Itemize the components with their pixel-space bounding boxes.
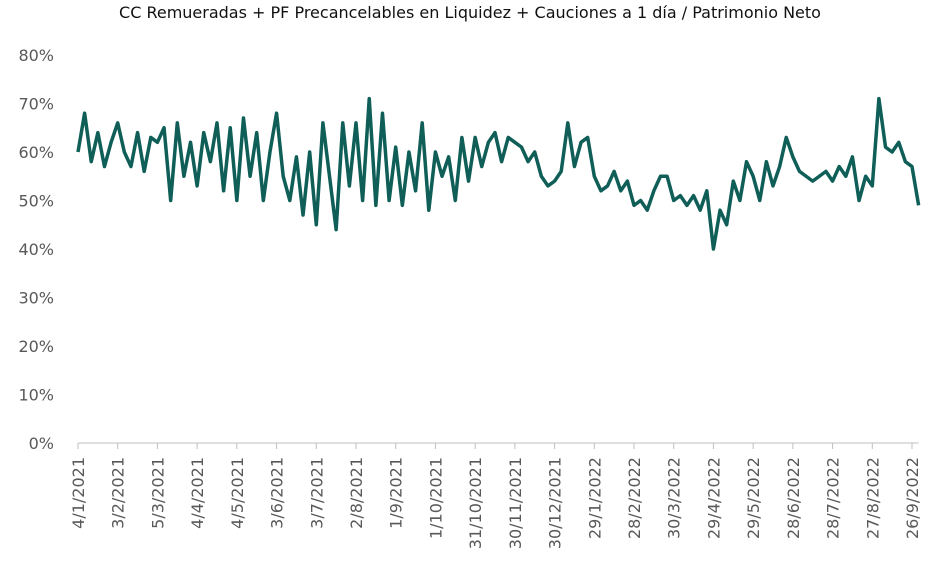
x-tick-label: 4/1/2021 bbox=[69, 457, 88, 529]
y-tick-label: 0% bbox=[29, 434, 54, 453]
x-tick-label: 26/9/2022 bbox=[903, 457, 922, 539]
y-tick-label: 10% bbox=[18, 386, 54, 405]
x-tick-label: 29/1/2022 bbox=[585, 457, 604, 539]
y-tick-label: 60% bbox=[18, 143, 54, 162]
y-tick-label: 50% bbox=[18, 192, 54, 211]
y-tick-label: 40% bbox=[18, 240, 54, 259]
x-tick-label: 4/5/2021 bbox=[228, 457, 247, 529]
x-tick-label: 30/12/2021 bbox=[546, 457, 565, 549]
x-tick-label: 3/7/2021 bbox=[307, 457, 326, 529]
x-tick-label: 1/10/2021 bbox=[426, 457, 445, 539]
y-tick-label: 20% bbox=[18, 337, 54, 356]
x-tick-label: 30/11/2021 bbox=[506, 457, 525, 549]
x-tick-label: 28/7/2022 bbox=[824, 457, 843, 539]
chart-title: CC Remueradas + PF Precancelables en Liq… bbox=[119, 3, 821, 22]
x-tick-label: 1/9/2021 bbox=[387, 457, 406, 529]
data-line bbox=[76, 96, 921, 251]
x-tick-label: 4/4/2021 bbox=[188, 457, 207, 529]
x-tick-label: 29/4/2022 bbox=[704, 457, 723, 539]
x-tick-label: 30/3/2022 bbox=[665, 457, 684, 539]
x-tick-label: 5/3/2021 bbox=[148, 457, 167, 529]
y-tick-label: 30% bbox=[18, 289, 54, 308]
x-tick-label: 3/6/2021 bbox=[268, 457, 287, 529]
x-tick-label: 27/8/2022 bbox=[863, 457, 882, 539]
y-tick-label: 80% bbox=[18, 46, 54, 65]
x-tick-label: 29/5/2022 bbox=[744, 457, 763, 539]
x-tick-label: 28/6/2022 bbox=[784, 457, 803, 539]
y-tick-label: 70% bbox=[18, 95, 54, 114]
x-tick-label: 3/2/2021 bbox=[109, 457, 128, 529]
x-tick-label: 28/2/2022 bbox=[625, 457, 644, 539]
x-tick-label: 2/8/2021 bbox=[347, 457, 366, 529]
x-tick-label: 31/10/2021 bbox=[466, 457, 485, 549]
